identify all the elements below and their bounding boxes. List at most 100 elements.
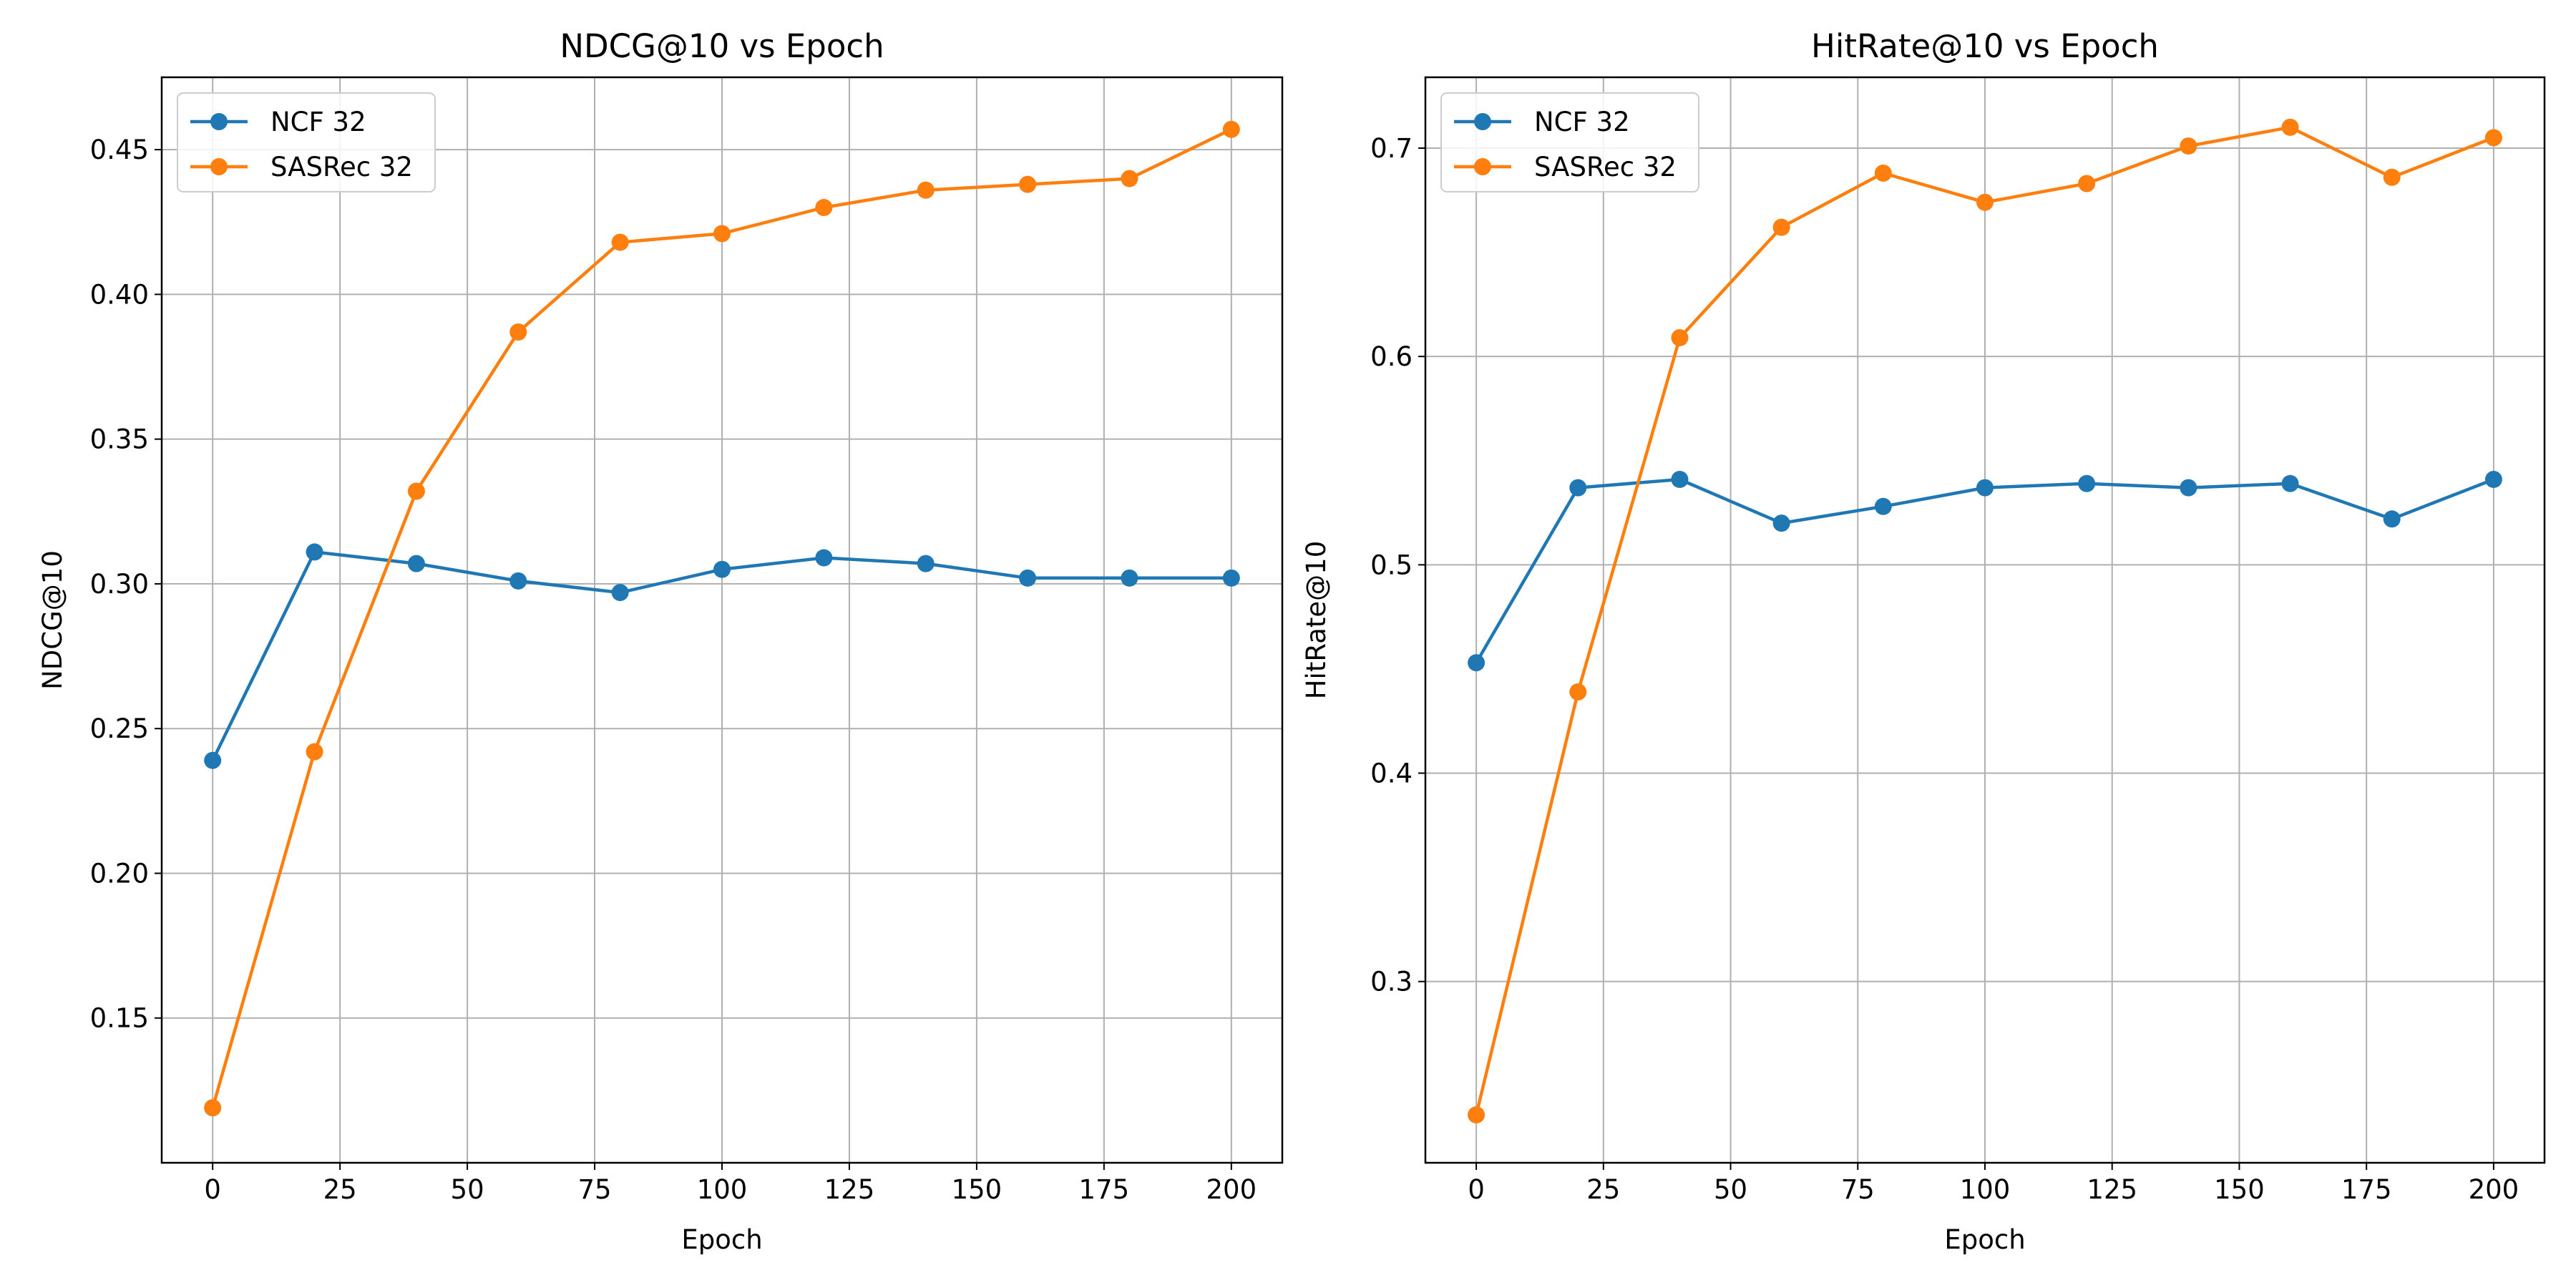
hitrate-data-point: [1569, 683, 1587, 701]
ndcg-x-axis-label: Epoch: [681, 1224, 762, 1255]
hitrate-y-tick-label: 0.7: [1370, 133, 1413, 164]
hitrate-x-axis-label: Epoch: [1944, 1224, 2025, 1255]
ndcg-x-tick-label: 150: [952, 1174, 1002, 1205]
hitrate-x-tick-label: 175: [2341, 1174, 2392, 1205]
ndcg-chart-title: NDCG@10 vs Epoch: [560, 27, 884, 65]
hitrate-series: [1468, 118, 2502, 1124]
ndcg-y-tick-label: 0.45: [90, 135, 149, 165]
hitrate-data-point: [1976, 193, 1994, 211]
hitrate-legend-label: SASRec 32: [1534, 152, 1677, 182]
ndcg-legend-label: NCF 32: [270, 107, 366, 137]
hitrate-data-point: [2180, 137, 2197, 155]
ndcg-data-point: [509, 323, 527, 341]
ndcg-y-tick-label: 0.25: [90, 713, 149, 744]
hitrate-data-point: [1874, 497, 1892, 515]
hitrate-y-tick-label: 0.4: [1370, 758, 1413, 789]
ndcg-series: [204, 120, 1240, 1117]
ndcg-data-point: [1019, 175, 1037, 193]
hitrate-data-point: [1468, 1106, 1485, 1124]
ndcg-x-tick-label: 0: [204, 1174, 221, 1205]
ndcg-data-point: [713, 225, 731, 243]
ndcg-y-tick-label: 0.20: [90, 858, 149, 889]
hitrate-data-point: [1772, 218, 1790, 236]
hitrate-data-point: [1874, 164, 1892, 182]
hitrate-y-tick-label: 0.5: [1370, 550, 1413, 580]
hitrate-legend: NCF 32 SASRec 32: [1440, 92, 1699, 192]
ndcg-data-point: [204, 1099, 222, 1117]
ndcg-x-tick-label: 200: [1206, 1174, 1257, 1205]
ndcg-legend-swatch-marker: [210, 158, 228, 175]
ndcg-y-tick-label: 0.40: [90, 279, 149, 310]
hitrate-ticks: 0 25 50 75 100 125 150 175 200 0.3 0.4 0.5 0.6 0.7: [1370, 133, 2519, 1205]
ndcg-y-tick-label: 0.15: [90, 1003, 149, 1034]
hitrate-x-tick-label: 50: [1714, 1174, 1747, 1205]
hitrate-x-tick-label: 0: [1468, 1174, 1485, 1205]
ndcg-x-tick-label: 100: [697, 1174, 748, 1205]
hitrate-x-tick-label: 100: [1960, 1174, 2011, 1205]
ndcg-data-point: [1019, 569, 1037, 587]
ndcg-x-tick-label: 125: [824, 1174, 875, 1205]
ndcg-grid: [162, 77, 1282, 1163]
ndcg-data-point: [407, 482, 425, 500]
ndcg-data-point: [306, 543, 323, 561]
hitrate-data-point: [2281, 474, 2299, 492]
hitrate-data-point: [2484, 470, 2502, 488]
hitrate-x-tick-label: 150: [2214, 1174, 2265, 1205]
ndcg-legend-label: SASRec 32: [270, 152, 413, 182]
hitrate-data-point: [1671, 328, 1689, 346]
ndcg-legend-swatch-marker: [210, 113, 228, 130]
ndcg-x-tick-label: 75: [577, 1174, 611, 1205]
ndcg-data-point: [713, 560, 731, 578]
ndcg-data-point: [815, 199, 833, 217]
hitrate-data-point: [2281, 118, 2299, 136]
hitrate-data-point: [2383, 168, 2401, 186]
hitrate-chart: 0 25 50 75 100 125 150 175 200 0.3 0.4 0.5 0.6 0.7 Hi…: [1301, 27, 2546, 1255]
hitrate-data-point: [1468, 654, 1485, 672]
ndcg-x-tick-label: 25: [323, 1174, 357, 1205]
ndcg-y-tick-label: 0.35: [90, 424, 149, 455]
hitrate-legend-label: NCF 32: [1534, 107, 1630, 137]
ndcg-data-point: [204, 751, 222, 769]
ndcg-data-point: [611, 233, 629, 251]
hitrate-data-point: [2484, 129, 2502, 147]
hitrate-data-point: [2078, 474, 2096, 492]
ndcg-data-point: [611, 584, 629, 602]
ndcg-y-tick-label: 0.30: [90, 569, 149, 600]
ndcg-data-point: [1121, 170, 1138, 187]
hitrate-y-axis-label: HitRate@10: [1301, 541, 1332, 700]
ndcg-data-point: [1222, 120, 1240, 138]
ndcg-data-point: [1121, 569, 1138, 587]
hitrate-grid: [1425, 77, 2545, 1163]
hitrate-chart-title: HitRate@10 vs Epoch: [1811, 27, 2159, 65]
ndcg-data-point: [917, 181, 935, 199]
ndcg-legend: NCF 32 SASRec 32: [177, 92, 436, 192]
hitrate-legend-swatch-marker: [1474, 158, 1491, 175]
hitrate-data-point: [1772, 514, 1790, 532]
hitrate-x-tick-label: 200: [2469, 1174, 2519, 1205]
hitrate-y-tick-label: 0.6: [1370, 341, 1413, 372]
hitrate-data-point: [2383, 510, 2401, 528]
ndcg-data-point: [815, 549, 833, 567]
hitrate-y-tick-label: 0.3: [1370, 967, 1413, 997]
hitrate-data-point: [2180, 479, 2197, 497]
ndcg-x-tick-label: 175: [1079, 1174, 1130, 1205]
hitrate-x-tick-label: 125: [2087, 1174, 2137, 1205]
ndcg-data-point: [306, 743, 323, 761]
ndcg-data-point: [407, 555, 425, 572]
ndcg-ticks: 0 25 50 75 100 125 150 175 200 0.15 0.20 0.25 0.30 0.…: [90, 135, 1257, 1205]
ndcg-y-axis-label: NDCG@10: [37, 550, 68, 690]
hitrate-x-tick-label: 75: [1841, 1174, 1875, 1205]
hitrate-x-tick-label: 25: [1586, 1174, 1620, 1205]
ndcg-data-point: [509, 572, 527, 590]
hitrate-data-point: [2078, 175, 2096, 192]
ndcg-chart: 0 25 50 75 100 125 150 175 200 0.15 0.20 0.25 0.30 0.…: [37, 27, 1284, 1255]
hitrate-legend-swatch-marker: [1474, 113, 1491, 130]
hitrate-data-point: [1671, 470, 1689, 488]
hitrate-data-point: [1976, 479, 1994, 497]
ndcg-x-tick-label: 50: [451, 1174, 484, 1205]
ndcg-data-point: [1222, 569, 1240, 587]
hitrate-data-point: [1569, 479, 1587, 497]
ndcg-data-point: [917, 555, 935, 572]
